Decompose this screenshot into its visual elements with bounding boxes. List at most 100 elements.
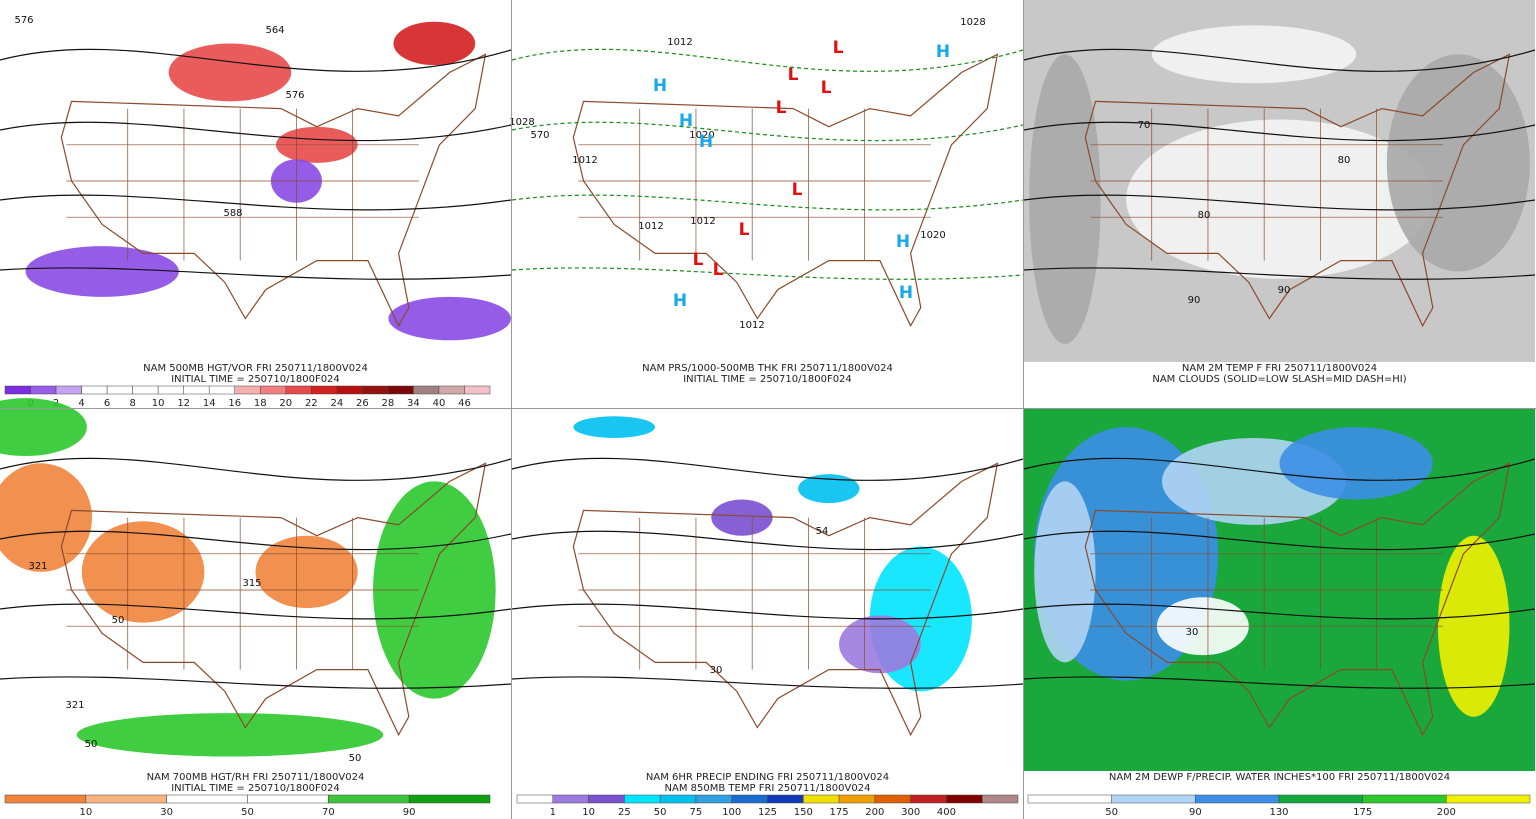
- contour-line: [511, 48, 1024, 72]
- colorbar-label: 50: [1105, 807, 1118, 818]
- panel-caption: NAM CLOUDS (SOLID=LOW SLASH=MID DASH=HI): [1152, 374, 1406, 385]
- colorbar-swatch: [30, 385, 57, 395]
- contour-label: 576: [285, 90, 304, 101]
- colorbar-swatch: [767, 794, 804, 804]
- contour-line: [0, 121, 512, 142]
- contour-label: 50: [85, 739, 98, 750]
- colorbar-label: 16: [228, 398, 241, 409]
- contour-label: 1012: [690, 216, 715, 227]
- colorbar-label: 22: [305, 398, 318, 409]
- contour-line: [1023, 121, 1536, 142]
- colorbar-swatch: [157, 385, 184, 395]
- colorbar-label: 200: [865, 807, 884, 818]
- contour-label: 1012: [572, 155, 597, 166]
- contour-line: [511, 121, 1024, 142]
- contour-line: [511, 603, 1024, 620]
- pressure-center-label: H: [699, 132, 713, 152]
- pressure-center-label: H: [673, 291, 687, 311]
- contour-label: 54: [816, 526, 829, 537]
- colorbar-swatch: [336, 385, 363, 395]
- colorbar-label: 300: [901, 807, 920, 818]
- field-shading: [25, 246, 179, 297]
- field-shading: [798, 474, 860, 504]
- contour-line: [0, 676, 512, 689]
- colorbar-label: 40: [433, 398, 446, 409]
- colorbar-label: 20: [279, 398, 292, 409]
- panel-caption: NAM 6HR PRECIP ENDING FRI 250711/1800V02…: [646, 772, 889, 783]
- colorbar-swatch: [516, 794, 554, 804]
- contour-line: [0, 267, 512, 280]
- colorbar-swatch: [408, 794, 491, 804]
- contour-line: [511, 457, 1024, 481]
- colorbar-swatch: [838, 794, 876, 804]
- colorbar-label: 150: [794, 807, 813, 818]
- colorbar-swatch: [1362, 794, 1447, 804]
- panel-caption: NAM 700MB HGT/RH FRI 250711/1800V024: [147, 772, 365, 783]
- colorbar-swatch: [85, 794, 167, 804]
- contour-line: [1023, 603, 1536, 620]
- country-outline: [1084, 53, 1511, 328]
- field-shading: [81, 521, 205, 623]
- contour-line: [511, 267, 1024, 280]
- pressure-center-label: H: [936, 42, 950, 62]
- country-outline: [572, 462, 999, 737]
- pressure-center-label: H: [679, 111, 693, 131]
- contour-label: 321: [28, 561, 47, 572]
- colorbar-label: 18: [254, 398, 267, 409]
- colorbar-swatch: [81, 385, 108, 395]
- contour-line: [0, 603, 512, 620]
- colorbar-label: 25: [618, 807, 631, 818]
- panel-caption: INITIAL TIME = 250710/1800F024: [171, 783, 340, 794]
- colorbar-label: 1: [550, 807, 556, 818]
- contour-line: [0, 530, 512, 551]
- pressure-center-label: H: [896, 232, 910, 252]
- country-outline: [60, 462, 487, 737]
- field-shading: [1034, 481, 1096, 663]
- colorbar-swatch: [260, 385, 287, 395]
- colorbar-label: 4: [78, 398, 84, 409]
- colorbar-swatch: [166, 794, 248, 804]
- colorbar-swatch: [1195, 794, 1280, 804]
- colorbar-label: 28: [382, 398, 395, 409]
- map-panel: 1012 1028 1020 1012 1012 1012 1012 1020 1028 570 H…: [509, 0, 1024, 385]
- contour-line: [1023, 530, 1536, 551]
- contour-line: [511, 676, 1024, 689]
- colorbar-label: 50: [654, 807, 667, 818]
- colorbar-label: 34: [407, 398, 420, 409]
- colorbar-swatch: [624, 794, 661, 804]
- colorbar-label: 46: [458, 398, 471, 409]
- contour-label: 30: [1186, 627, 1199, 638]
- colorbar-swatch: [695, 794, 732, 804]
- colorbar-swatch: [311, 385, 338, 395]
- country-outline: [60, 53, 487, 328]
- field-shading: [1279, 427, 1433, 500]
- field-shading: [393, 21, 476, 66]
- panel-caption: NAM 850MB TEMP FRI 250711/1800V024: [665, 783, 871, 794]
- colorbar-swatch: [328, 794, 410, 804]
- colorbar-label: 8: [129, 398, 135, 409]
- field-shading: [373, 481, 496, 699]
- colorbar-label: 50: [241, 807, 254, 818]
- colorbar-swatch: [55, 385, 82, 395]
- contour-label: 576: [14, 15, 33, 26]
- contour-line: [1023, 676, 1536, 689]
- colorbar-label: 75: [690, 807, 703, 818]
- map-panel: 30 54 NAM 6HR PRECIP ENDING FRI 250711/180…: [511, 409, 1024, 818]
- colorbar-label: 125: [758, 807, 777, 818]
- colorbar-label: 30: [160, 807, 173, 818]
- field-shading: [388, 296, 511, 341]
- panel-caption: INITIAL TIME = 250710/1800F024: [683, 374, 852, 385]
- field-shading: [255, 535, 358, 609]
- field-shading: [573, 416, 656, 438]
- pressure-center-label: L: [713, 260, 724, 280]
- colorbar-swatch: [731, 794, 768, 804]
- contour-label: 1012: [638, 221, 663, 232]
- colorbar-swatch: [946, 794, 983, 804]
- contour-label: 1028: [509, 117, 534, 128]
- contour-label: 564: [265, 25, 284, 36]
- pressure-center-label: L: [833, 38, 844, 58]
- colorbar-label: 10: [152, 398, 165, 409]
- colorbar-swatch: [387, 385, 414, 395]
- panel-caption: NAM PRS/1000-500MB THK FRI 250711/1800V0…: [642, 363, 893, 374]
- field-shading: [1151, 25, 1357, 84]
